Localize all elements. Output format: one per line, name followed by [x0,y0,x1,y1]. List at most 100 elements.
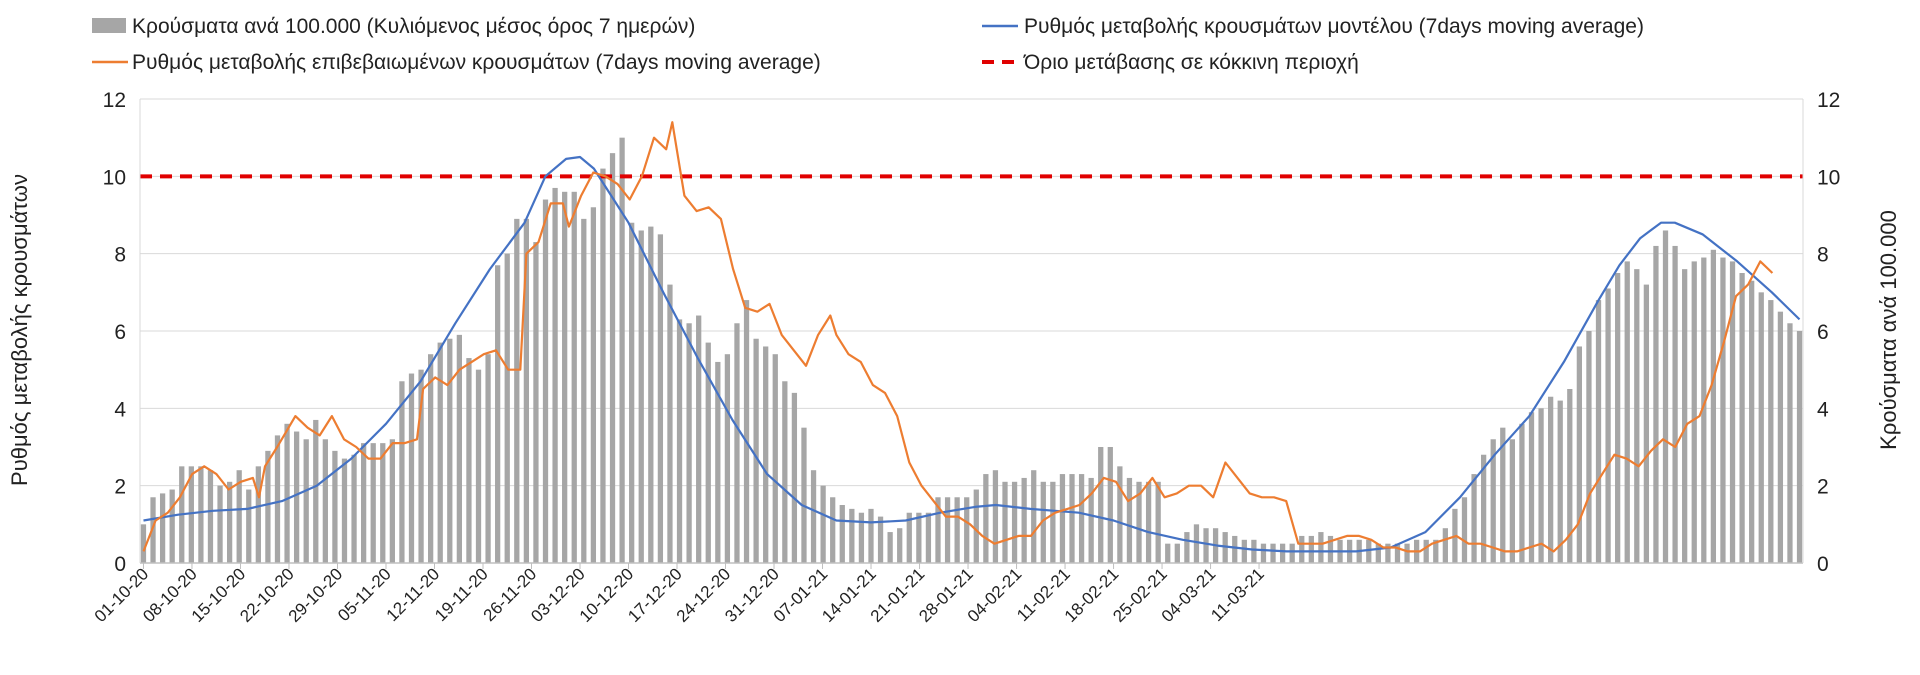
bar [743,300,750,563]
bar [1366,539,1372,563]
bar [1548,396,1554,563]
bar [1758,292,1764,563]
bar [1586,331,1592,563]
bar [657,234,664,564]
bar [389,439,395,563]
bar [1040,481,1046,563]
bar [935,497,941,563]
line-series [140,121,1803,553]
bar [1509,439,1515,563]
bar [1327,535,1334,563]
x-tick-label: 11-03-21 [1207,564,1268,625]
bar [887,532,893,563]
bar [609,153,616,563]
bar [1576,346,1582,563]
bar [1069,474,1075,563]
bar [1394,543,1401,563]
y-tick-label-right: 10 [1817,166,1840,189]
bar [1777,311,1784,563]
y-tick-label-left: 10 [103,166,126,189]
y-axis-left-title: Ρυθμός μεταβολής κρουσμάτων [7,174,32,486]
y-tick-label-left: 0 [114,553,126,576]
bar [255,466,261,563]
bar [1433,539,1439,563]
bar [906,512,912,563]
bar [1768,300,1774,563]
bar [734,323,740,563]
bar [667,284,673,563]
bar [715,361,721,563]
bar [361,443,367,563]
bar [466,358,472,563]
bar [724,354,731,563]
model-series-line [143,155,1801,553]
bar [485,354,491,563]
bar [140,524,147,563]
bar [1279,543,1286,563]
y-tick-label-right: 0 [1817,553,1829,576]
bar [916,512,922,563]
bar [705,342,711,563]
confirmed-series-line [142,121,1774,553]
bar [456,334,462,563]
bar [1098,447,1104,563]
bar [868,508,874,563]
bar [801,427,807,563]
bar [1251,539,1257,563]
bar [897,528,903,563]
bar-series [140,137,1803,564]
bar [1318,532,1324,563]
bar [1404,543,1410,563]
bar [791,392,798,563]
bar [1500,427,1506,563]
bar [763,346,769,563]
bar [590,207,597,563]
bar [1653,245,1659,563]
bar [284,423,290,563]
bar [399,381,405,563]
bar [696,315,702,563]
y-tick-label-left: 8 [114,244,126,267]
y-tick-label-left: 2 [114,476,126,499]
bar [858,512,865,563]
bar [1050,481,1056,563]
bar [1787,323,1793,563]
bar [1155,481,1161,563]
bar [322,439,328,563]
bar [1662,230,1669,563]
bar [1710,249,1717,564]
bar [1011,481,1018,563]
y-tick-label-right: 6 [1817,321,1829,344]
bar [1490,439,1496,563]
bar [274,435,281,563]
gridlines [140,98,1803,487]
bar [1117,466,1123,563]
bar [1691,261,1697,563]
bar [1385,543,1391,563]
bar [571,191,577,564]
bar [1423,539,1429,563]
bar [676,319,683,563]
bar [293,431,300,563]
bar [600,168,606,563]
y-tick-label-left: 4 [114,398,126,421]
bar [849,508,855,563]
bar [1145,481,1152,563]
bar [246,489,252,563]
bar [341,458,348,563]
bar [1174,543,1180,563]
bar [542,199,549,564]
bar [1232,535,1238,563]
bar [1624,261,1630,563]
bar [1375,543,1381,563]
bar [1595,300,1602,563]
bar [1260,543,1267,563]
bar [1672,245,1678,563]
bar [1605,288,1611,563]
bar [1241,539,1247,563]
bar [772,354,778,563]
bar [1136,481,1142,563]
bar [1481,454,1487,563]
